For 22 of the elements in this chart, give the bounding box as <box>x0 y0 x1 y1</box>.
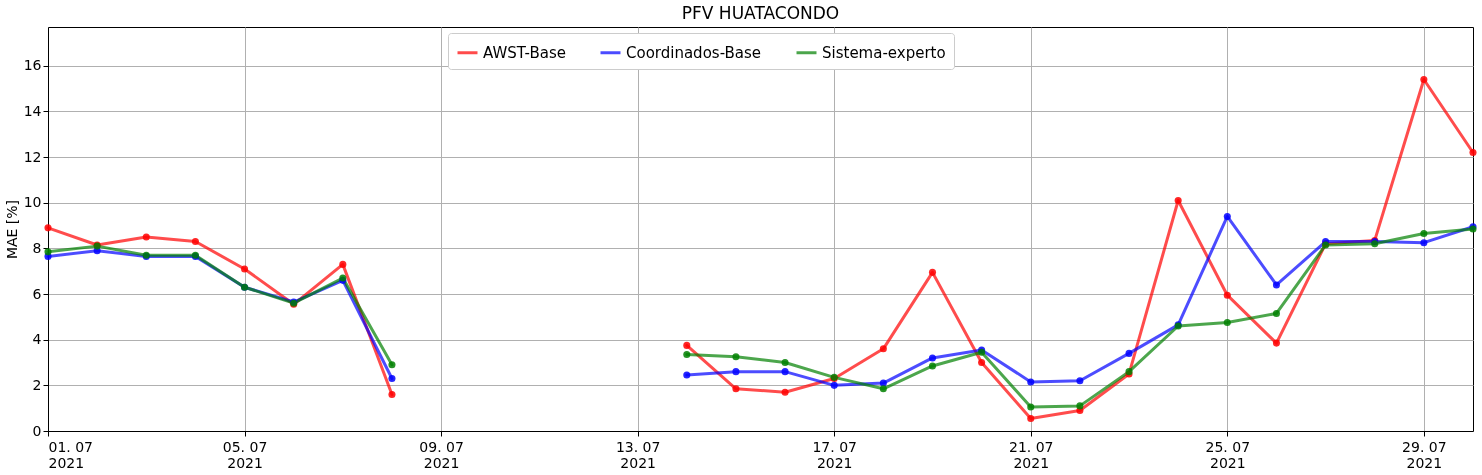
x-tick-label: 29. 07 2021 <box>1402 438 1447 471</box>
y-tick-label: 10 <box>23 194 42 211</box>
x-tick-label: 09. 07 2021 <box>419 438 464 471</box>
x-tick-label: 17. 07 2021 <box>812 438 857 471</box>
y-tick-label: 0 <box>32 422 42 439</box>
x-tick-label: 13. 07 2021 <box>615 438 661 471</box>
x-tick-label: 21. 07 2021 <box>1008 438 1054 471</box>
y-tick-label: 8 <box>32 239 42 256</box>
y-tick-label: 6 <box>32 285 42 302</box>
x-tick-label: 01. 07 2021 <box>48 438 94 471</box>
y-tick-label: 12 <box>23 148 42 165</box>
x-tick-label: 05. 07 2021 <box>222 438 268 471</box>
legend-label: Coordinados-Base <box>626 43 762 62</box>
legend-label: Sistema-experto <box>822 43 946 62</box>
x-tick-label: 25. 07 2021 <box>1205 438 1251 471</box>
y-axis-title: MAE [%] <box>3 199 20 260</box>
y-tick-label: 2 <box>32 376 42 393</box>
y-tick-label: 4 <box>32 331 42 348</box>
y-tick-label: 16 <box>23 57 42 74</box>
y-tick-label: 14 <box>23 102 42 119</box>
legend-label: AWST-Base <box>483 43 566 62</box>
chart-title: PFV HUATACONDO <box>681 3 840 23</box>
